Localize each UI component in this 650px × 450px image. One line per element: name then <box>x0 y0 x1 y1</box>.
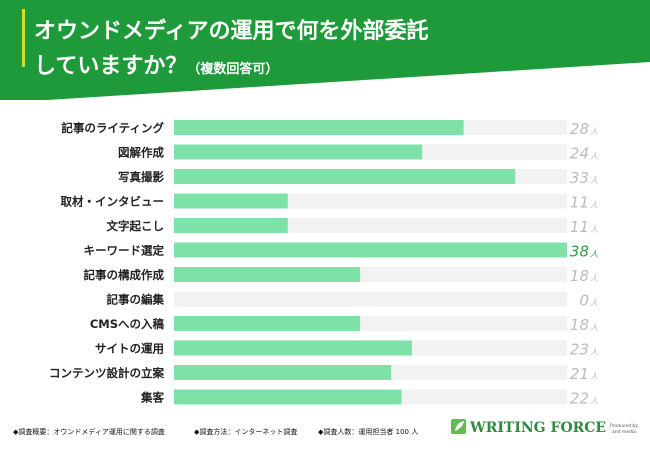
header-accent-bar <box>22 9 25 67</box>
survey-summary: ◆調査概要：オウンドメディア運用に関する調査 <box>13 427 165 436</box>
category-label: コンテンツ設計の立案 <box>49 366 164 380</box>
category-label: 写真撮影 <box>118 170 164 184</box>
value-label: 23 <box>570 341 589 359</box>
survey-method: ◆調査方法：インターネット調査 <box>194 427 297 436</box>
bar <box>174 316 361 331</box>
unit-label: 人 <box>590 372 598 381</box>
value-label: 21 <box>570 365 589 383</box>
value-label: 18 <box>570 316 589 334</box>
category-label: CMSへの入稿 <box>90 317 165 331</box>
unit-label: 人 <box>590 176 598 185</box>
bar <box>174 365 392 380</box>
bar-track <box>174 291 567 307</box>
chart-title-line2: していますか？（複数回答可） <box>34 54 278 79</box>
value-label: 22 <box>570 390 589 408</box>
bar <box>174 340 412 356</box>
unit-label: 人 <box>590 274 598 283</box>
unit-label: 人 <box>590 152 598 161</box>
unit-label: 人 <box>590 127 598 136</box>
unit-label: 人 <box>590 225 598 234</box>
chart-title-main: していますか？ <box>34 54 187 79</box>
unit-label: 人 <box>590 348 598 357</box>
category-label: 記事のライティング <box>61 121 164 135</box>
bar <box>174 267 361 282</box>
value-label: 24 <box>570 145 589 163</box>
leaf-icon <box>451 419 466 434</box>
chart-title-line1: オウンドメディアの運用で何を外部委託 <box>34 18 428 44</box>
category-label: 取材・インタビュー <box>61 195 165 209</box>
value-label: 33 <box>570 169 589 187</box>
brand-byline-2: and media <box>612 429 636 435</box>
category-label: 記事の編集 <box>107 293 165 307</box>
value-label: 11 <box>570 218 589 236</box>
value-label: 28 <box>570 120 589 138</box>
category-label: キーワード選定 <box>84 244 165 258</box>
chart-title-note: （複数回答可） <box>187 61 278 77</box>
category-label: サイトの運用 <box>95 342 164 356</box>
unit-label: 人 <box>590 397 598 406</box>
category-label: 文字起こし <box>107 219 165 233</box>
unit-label: 人 <box>590 299 598 308</box>
value-label: 0 <box>579 292 589 310</box>
bar <box>174 144 423 160</box>
value-label: 11 <box>570 194 589 212</box>
unit-label: 人 <box>590 201 598 210</box>
category-label: 記事の構成作成 <box>84 268 165 282</box>
category-label: 集客 <box>140 391 164 405</box>
category-label: 図解作成 <box>118 146 164 160</box>
bar <box>174 218 288 233</box>
brand-byline-1: Produced by <box>610 423 638 429</box>
bar <box>174 169 516 184</box>
bar <box>174 193 288 209</box>
bar <box>174 120 464 135</box>
unit-label: 人 <box>590 250 598 259</box>
brand-name: WRITING FORCE <box>469 420 606 436</box>
bar <box>174 242 567 258</box>
value-label: 18 <box>570 267 589 285</box>
unit-label: 人 <box>590 323 598 332</box>
value-label: 38 <box>570 243 589 261</box>
survey-count: ◆調査人数：運用担当者 100 人 <box>318 427 418 436</box>
bar <box>174 389 402 405</box>
